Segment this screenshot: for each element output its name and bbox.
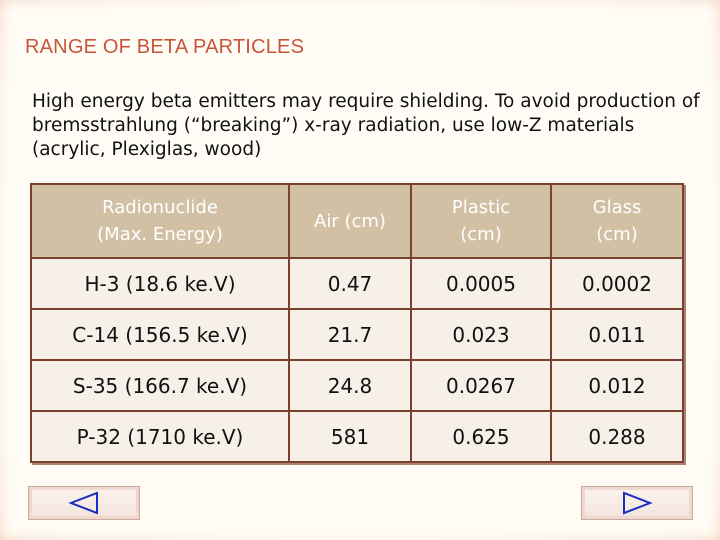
previous-slide-button[interactable]	[28, 486, 140, 520]
cell-nuclide: C-14 (156.5 ke.V)	[30, 308, 290, 361]
cell-glass: 0.011	[550, 308, 684, 361]
cell-nuclide: S-35 (166.7 ke.V)	[30, 359, 290, 412]
header-radionuclide-line2: (Max. Energy)	[97, 224, 223, 245]
header-glass-line2: (cm)	[596, 224, 638, 245]
table-row: S-35 (166.7 ke.V) 24.8 0.0267 0.012	[30, 359, 684, 412]
header-plastic-line2: (cm)	[460, 224, 502, 245]
triangle-left-icon	[68, 491, 98, 515]
header-plastic-line1: Plastic	[451, 197, 511, 218]
next-slide-button[interactable]	[581, 486, 693, 520]
cell-nuclide: H-3 (18.6 ke.V)	[30, 257, 290, 310]
cell-plastic: 0.0005	[410, 257, 552, 310]
cell-glass: 0.288	[550, 410, 684, 463]
table-row: H-3 (18.6 ke.V) 0.47 0.0005 0.0002	[30, 257, 684, 310]
cell-glass: 0.012	[550, 359, 684, 412]
header-air: Air (cm)	[288, 183, 412, 259]
intro-paragraph: High energy beta emitters may require sh…	[32, 91, 700, 160]
header-radionuclide-line1: Radionuclide	[102, 197, 218, 218]
table-row: P-32 (1710 ke.V) 581 0.625 0.288	[30, 410, 684, 463]
beta-range-table: Radionuclide (Max. Energy) Air (cm) Plas…	[30, 183, 684, 463]
cell-nuclide: P-32 (1710 ke.V)	[30, 410, 290, 463]
cell-air: 21.7	[288, 308, 412, 361]
header-plastic: Plastic (cm)	[410, 183, 552, 259]
cell-air: 24.8	[288, 359, 412, 412]
header-glass: Glass (cm)	[550, 183, 684, 259]
cell-plastic: 0.625	[410, 410, 552, 463]
header-radionuclide: Radionuclide (Max. Energy)	[30, 183, 290, 259]
cell-air: 581	[288, 410, 412, 463]
header-glass-line1: Glass	[592, 197, 642, 218]
cell-air: 0.47	[288, 257, 412, 310]
cell-plastic: 0.0267	[410, 359, 552, 412]
triangle-right-icon	[623, 491, 653, 515]
cell-glass: 0.0002	[550, 257, 684, 310]
table-header-row: Radionuclide (Max. Energy) Air (cm) Plas…	[30, 183, 684, 259]
table-row: C-14 (156.5 ke.V) 21.7 0.023 0.011	[30, 308, 684, 361]
slide-title: RANGE OF BETA PARTICLES	[25, 36, 305, 58]
cell-plastic: 0.023	[410, 308, 552, 361]
